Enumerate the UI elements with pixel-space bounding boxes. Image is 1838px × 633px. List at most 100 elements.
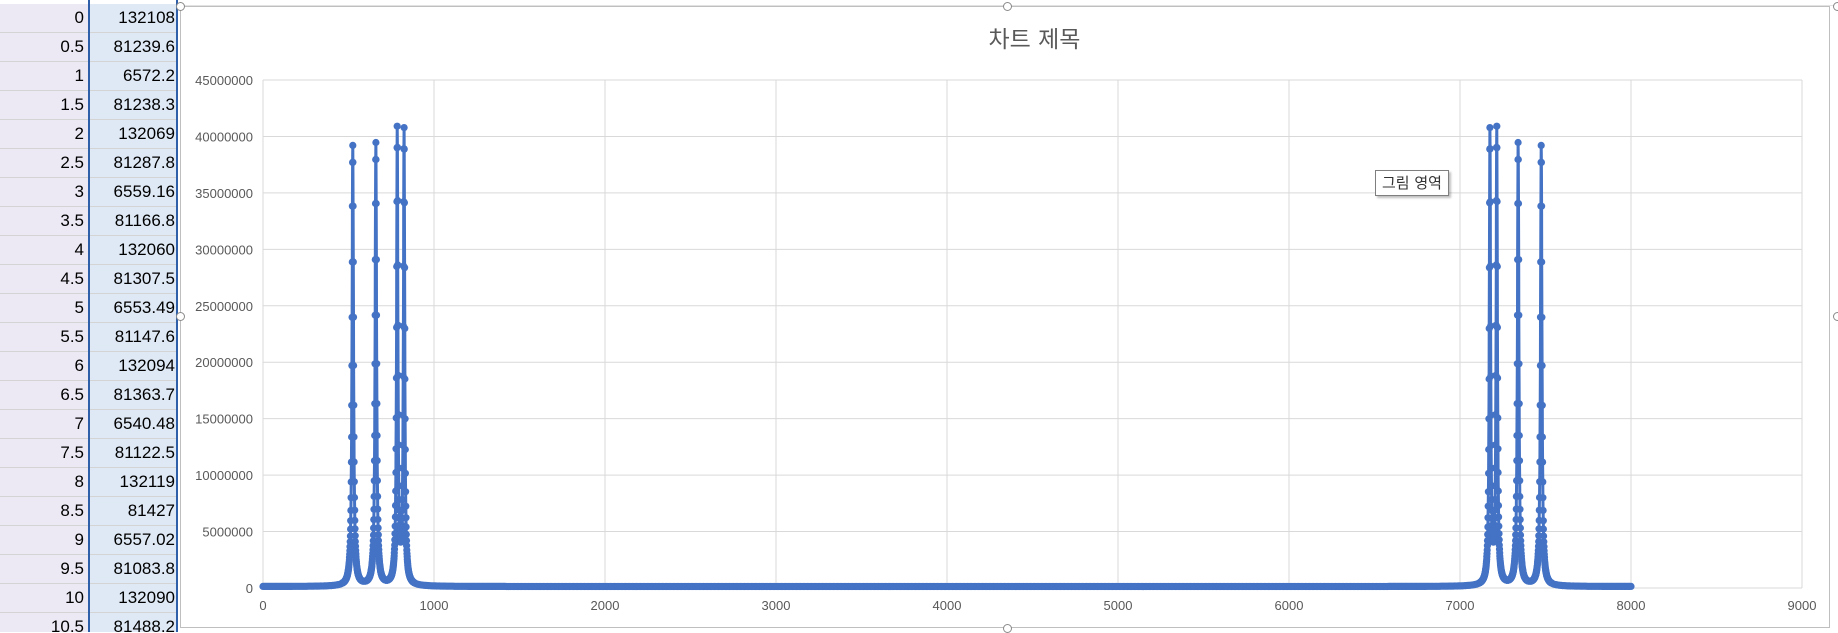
- cell-y-value[interactable]: 132060: [89, 236, 178, 264]
- resize-handle-top[interactable]: [1003, 2, 1012, 11]
- cell-y-value[interactable]: 81363.7: [89, 381, 178, 409]
- data-point: [373, 400, 381, 408]
- chart-title[interactable]: 차트 제목: [989, 27, 1081, 53]
- data-point: [1539, 478, 1547, 486]
- table-row[interactable]: 3 6559.16: [0, 178, 178, 207]
- table-row[interactable]: 5.5 81147.6: [0, 323, 178, 352]
- data-point: [1495, 536, 1503, 544]
- cell-x-value[interactable]: 7: [0, 410, 89, 438]
- data-point: [402, 488, 410, 496]
- cell-x-value[interactable]: 0.5: [0, 33, 89, 61]
- data-point: [1514, 155, 1522, 164]
- chart-area[interactable]: 차트 제목 0 1000 2000 3000 4000 5000 6000 7000 8000 90…: [180, 6, 1830, 628]
- data-point: [391, 541, 399, 549]
- cell-y-value[interactable]: 6540.48: [89, 410, 178, 438]
- cell-x-value[interactable]: 9.5: [0, 555, 89, 583]
- data-point: [1516, 524, 1524, 532]
- resize-handle-top-left[interactable]: [176, 2, 185, 11]
- cell-y-value[interactable]: 132119: [89, 468, 178, 496]
- data-point: [1486, 124, 1494, 132]
- data-point: [1539, 525, 1547, 533]
- y-tick-label: 25000000: [195, 299, 253, 314]
- cell-y-value[interactable]: 81239.6: [89, 33, 178, 61]
- cell-y-value[interactable]: 81427: [89, 497, 178, 525]
- data-point: [398, 482, 407, 490]
- data-point: [1535, 537, 1543, 546]
- cell-y-value[interactable]: 81147.6: [89, 323, 178, 351]
- cell-x-value[interactable]: 3: [0, 178, 89, 206]
- table-row[interactable]: 0 132108: [0, 4, 178, 33]
- cell-y-value[interactable]: 6557.02: [89, 526, 178, 554]
- table-row[interactable]: 5 6553.49: [0, 294, 178, 323]
- cell-x-value[interactable]: 4: [0, 236, 89, 264]
- table-row[interactable]: 3.5 81166.8: [0, 207, 178, 236]
- data-point: [1495, 522, 1503, 530]
- data-point: [1494, 487, 1502, 495]
- chart-plot[interactable]: 차트 제목 0 1000 2000 3000 4000 5000 6000 7000 8000 90…: [181, 7, 1831, 629]
- data-point: [1516, 505, 1524, 513]
- cell-x-value[interactable]: 1: [0, 62, 89, 90]
- cell-x-value[interactable]: 7.5: [0, 439, 89, 467]
- table-row[interactable]: 2.5 81287.8: [0, 149, 178, 178]
- cell-x-value[interactable]: 2.5: [0, 149, 89, 177]
- cell-x-value[interactable]: 9: [0, 526, 89, 554]
- resize-handle-top-right[interactable]: [1833, 2, 1838, 11]
- cell-x-value[interactable]: 10.5: [0, 613, 89, 632]
- cell-x-value[interactable]: 2: [0, 120, 89, 148]
- spreadsheet-columns: 0 132108 0.5 81239.6 1 6572.2 1.5 81238.3 2 13206…: [0, 0, 178, 632]
- data-point: [1514, 199, 1523, 208]
- data-point: [1515, 431, 1523, 440]
- data-point: [350, 433, 358, 441]
- table-row[interactable]: 6.5 81363.7: [0, 381, 178, 410]
- cell-x-value[interactable]: 1.5: [0, 91, 89, 119]
- table-row[interactable]: 4.5 81307.5: [0, 265, 178, 294]
- data-point: [1487, 322, 1495, 330]
- cell-x-value[interactable]: 8: [0, 468, 89, 496]
- cell-y-value[interactable]: 6553.49: [89, 294, 178, 322]
- table-row[interactable]: 9 6557.02: [0, 526, 178, 555]
- cell-y-value[interactable]: 81238.3: [89, 91, 178, 119]
- data-point: [372, 138, 380, 147]
- table-row[interactable]: 8.5 81427: [0, 497, 178, 526]
- table-row[interactable]: 2 132069: [0, 120, 178, 149]
- data-point: [1516, 516, 1524, 524]
- cell-y-value[interactable]: 132090: [89, 584, 178, 612]
- data-point: [394, 196, 402, 205]
- cell-y-value[interactable]: 132094: [89, 352, 178, 380]
- data-point: [1486, 145, 1494, 153]
- cell-y-value[interactable]: 6559.16: [89, 178, 178, 206]
- data-point: [1516, 477, 1524, 485]
- cell-y-value[interactable]: 132069: [89, 120, 178, 148]
- cell-x-value[interactable]: 8.5: [0, 497, 89, 525]
- cell-x-value[interactable]: 6.5: [0, 381, 89, 409]
- resize-handle-left[interactable]: [176, 312, 185, 321]
- data-point: [401, 415, 409, 423]
- cell-x-value[interactable]: 10: [0, 584, 89, 612]
- cell-y-value[interactable]: 81307.5: [89, 265, 178, 293]
- cell-y-value[interactable]: 81287.8: [89, 149, 178, 177]
- cell-x-value[interactable]: 6: [0, 352, 89, 380]
- cell-y-value[interactable]: 81488.2: [89, 613, 178, 632]
- data-point: [1494, 445, 1502, 453]
- table-row[interactable]: 9.5 81083.8: [0, 555, 178, 584]
- cell-x-value[interactable]: 5.5: [0, 323, 89, 351]
- data-point: [349, 313, 358, 321]
- cell-y-value[interactable]: 132108: [89, 4, 178, 32]
- data-point: [1512, 537, 1520, 545]
- cell-x-value[interactable]: 3.5: [0, 207, 89, 235]
- cell-x-value[interactable]: 0: [0, 4, 89, 32]
- data-point: [402, 523, 410, 531]
- cell-y-value[interactable]: 6572.2: [89, 62, 178, 90]
- resize-handle-right[interactable]: [1833, 312, 1838, 321]
- cell-y-value[interactable]: 81122.5: [89, 439, 178, 467]
- cell-y-value[interactable]: 81083.8: [89, 555, 178, 583]
- cell-y-value[interactable]: 81166.8: [89, 207, 178, 235]
- cell-x-value[interactable]: 4.5: [0, 265, 89, 293]
- cell-x-value[interactable]: 5: [0, 294, 89, 322]
- table-row[interactable]: 10.5 81488.2: [0, 613, 178, 632]
- table-row[interactable]: 0.5 81239.6: [0, 33, 178, 62]
- y-tick-label: 0: [246, 581, 253, 596]
- data-point: [1494, 374, 1502, 382]
- x-tick-label: 2000: [591, 598, 620, 613]
- data-point: [401, 324, 409, 332]
